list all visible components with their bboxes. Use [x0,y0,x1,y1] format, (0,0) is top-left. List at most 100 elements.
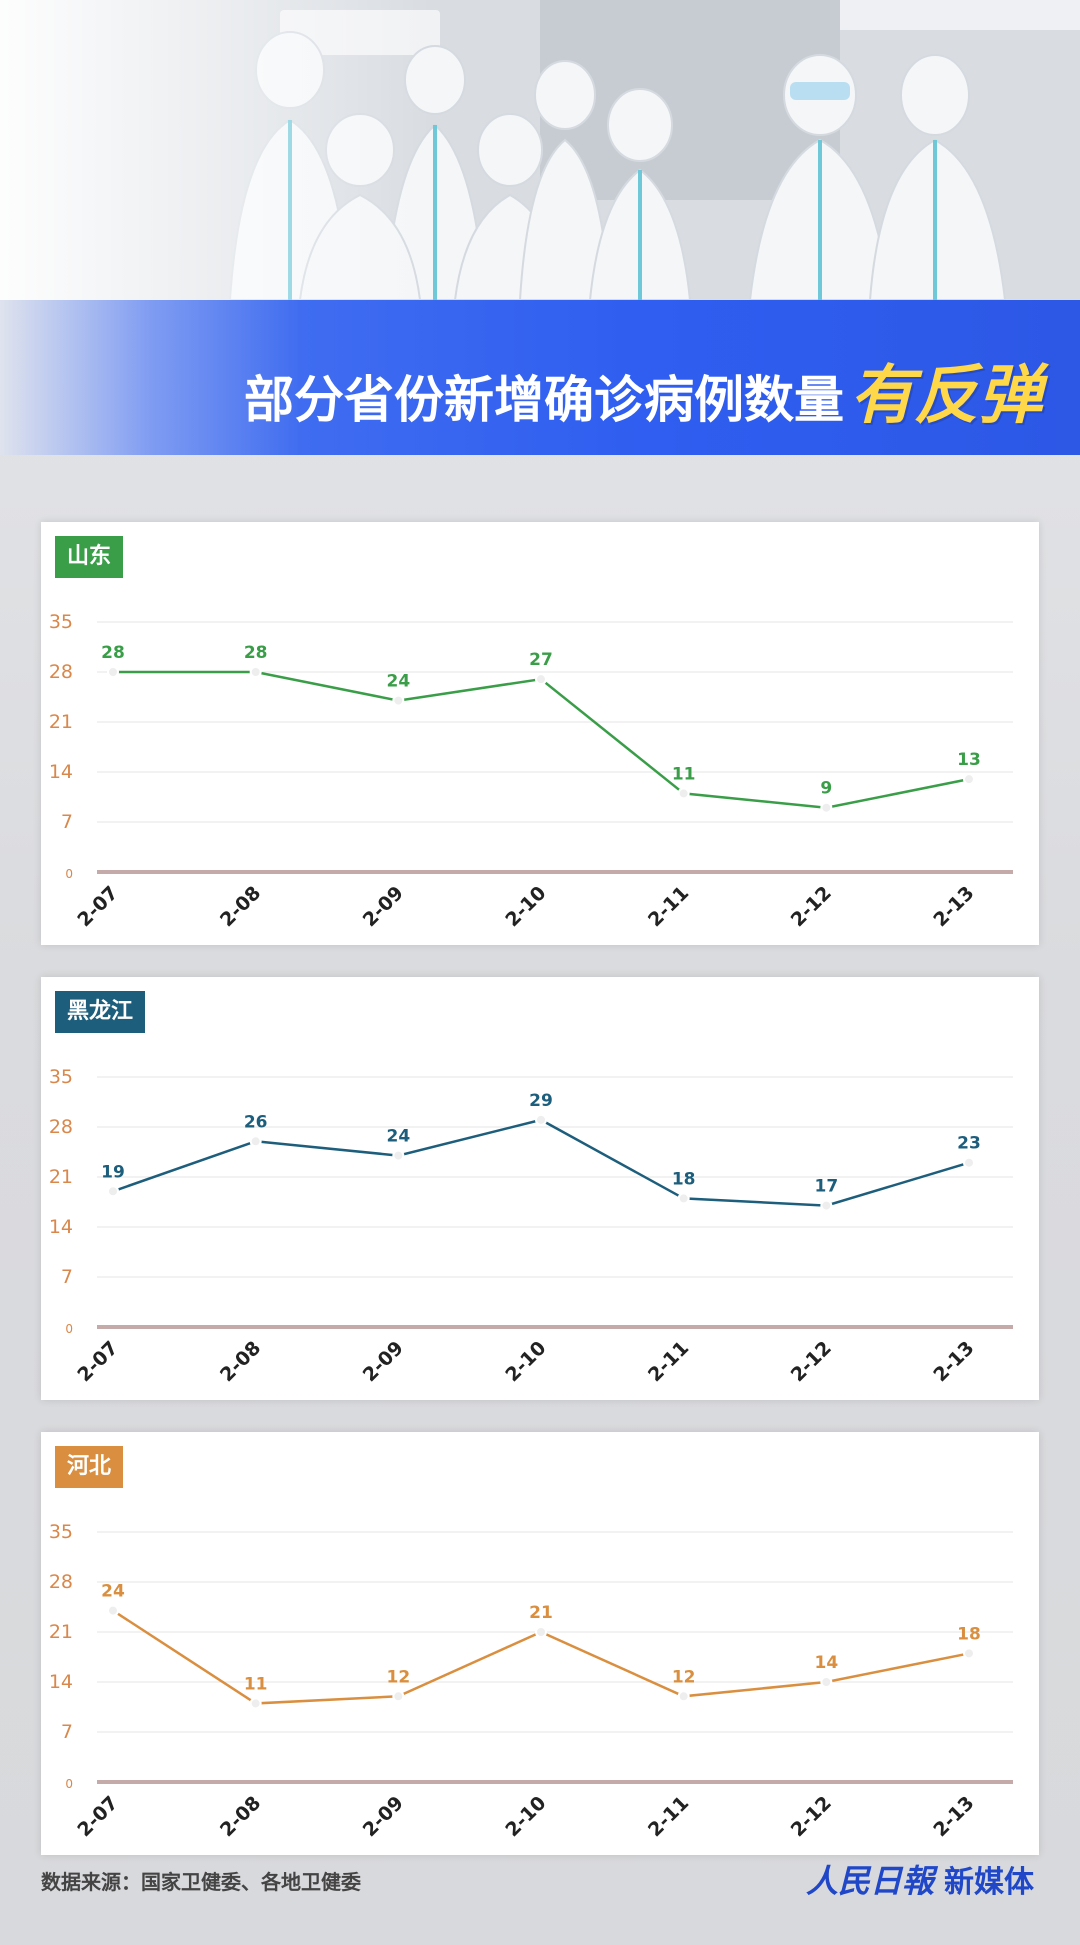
data-point [963,1156,975,1169]
y-tick-label: 21 [49,711,73,733]
data-label: 28 [101,643,125,663]
data-point [820,1199,833,1212]
x-tick-label: 2-07 [73,1792,122,1841]
data-point [535,1626,547,1638]
data-point [249,666,262,678]
data-point [107,666,119,678]
y-tick-label: 28 [49,661,73,683]
data-point [677,1690,690,1703]
chart-card-heilongjiang: 0 7 14 21 28 35 2-07 2-08 2-09 2-10 2-11 2-12 2-13 19… [41,977,1039,1400]
chart-tag: 山东 [55,536,124,578]
y-tick-label: 35 [49,1521,73,1543]
hero-photo [0,0,1080,300]
x-tick-label: 2-08 [216,1792,265,1841]
y-tick-label: 0 [65,1322,73,1336]
chart-card-shandong: 0 7 14 21 28 35 2-07 2-08 2-09 2-10 2-11 2-12 2-13 28… [41,522,1039,945]
x-tick-label: 2-09 [359,1337,408,1386]
y-tick-label: 21 [49,1166,73,1188]
x-tick-label: 2-12 [787,882,836,931]
data-point [535,1113,547,1126]
data-point [392,1149,405,1162]
x-tick-label: 2-11 [644,1337,693,1386]
data-source-note: 数据来源：国家卫健委、各地卫健委 [41,1870,361,1894]
data-point [535,673,547,686]
data-label: 29 [529,1091,553,1111]
data-point [820,801,833,814]
x-tick-label: 2-12 [787,1792,836,1841]
line-chart-shandong: 0 7 14 21 28 35 2-07 2-08 2-09 2-10 2-11 2-12 2-13 28… [49,611,1013,931]
y-tick-label: 0 [65,1777,73,1791]
x-tick-label: 2-09 [359,882,408,931]
chart-card-hebei: 0 7 14 21 28 35 2-07 2-08 2-09 2-10 2-11 2-12 2-13 24… [41,1432,1039,1855]
x-tick-label: 2-08 [216,1337,265,1386]
data-label: 12 [672,1667,696,1687]
x-tick-label: 2-09 [359,1792,408,1841]
x-tick-label: 2-11 [644,882,693,931]
x-tick-label: 2-07 [73,1337,122,1386]
series-line [113,670,970,809]
x-tick-label: 2-10 [501,882,550,931]
y-tick-label: 14 [49,761,73,783]
data-label: 11 [244,1674,268,1694]
data-point [677,787,690,800]
data-label: 18 [672,1169,696,1189]
data-label: 24 [386,672,410,692]
x-tick-label: 2-08 [216,882,265,931]
x-tick-label: 2-07 [73,882,122,931]
data-point [249,1135,262,1148]
data-label: 19 [101,1162,125,1182]
title-emphasis: 有反弹 [850,359,1042,433]
page-title: 部分省份新增确诊病例数量 有反弹 [244,344,1042,433]
y-tick-label: 0 [65,867,73,881]
data-label: 17 [814,1177,838,1197]
title-banner [0,300,1080,455]
brand-paper-name: 人民日報 [805,1862,934,1900]
x-tick-label: 2-11 [644,1792,693,1841]
y-tick-label: 28 [49,1571,73,1593]
data-label: 12 [386,1667,410,1687]
data-label: 21 [529,1603,553,1623]
data-point [677,1192,690,1205]
y-tick-label: 7 [61,811,73,833]
data-point [392,1690,405,1703]
data-point [107,1185,119,1198]
chart-tag: 河北 [55,1446,124,1488]
y-tick-label: 35 [49,1066,73,1088]
brand-logo: 人民日報 新媒体 [806,1856,1034,1902]
x-tick-label: 2-13 [929,1337,978,1386]
x-tick-label: 2-12 [787,1337,836,1386]
data-label: 18 [957,1624,981,1644]
data-point [820,1676,833,1688]
y-tick-label: 28 [49,1116,73,1138]
data-label: 24 [101,1582,125,1602]
y-tick-label: 7 [61,1266,73,1288]
chart-tag: 黑龙江 [55,991,146,1033]
y-tick-label: 35 [49,611,73,633]
data-label: 24 [386,1127,410,1147]
data-label: 23 [957,1134,981,1154]
series-line [112,1118,970,1207]
y-tick-label: 21 [49,1621,73,1643]
y-tick-label: 7 [61,1721,73,1743]
data-label: 14 [814,1653,838,1673]
y-tick-label: 14 [49,1671,73,1693]
x-tick-label: 2-13 [929,882,978,931]
data-label: 26 [244,1112,268,1132]
x-tick-label: 2-13 [929,1792,978,1841]
y-tick-label: 14 [49,1216,73,1238]
data-point [392,694,405,707]
data-label: 11 [672,764,696,784]
line-chart-heilongjiang: 0 7 14 21 28 35 2-07 2-08 2-09 2-10 2-11 2-12 2-13 19… [49,1066,1013,1386]
brand-media-label: 新媒体 [944,1865,1034,1900]
data-point [963,1647,975,1660]
data-label: 9 [820,779,832,799]
data-point [107,1604,119,1617]
title-text: 部分省份新增确诊病例数量 [244,371,844,429]
data-label: 27 [529,650,553,670]
data-point [249,1697,262,1710]
data-point [963,773,975,786]
data-label: 28 [244,643,268,663]
data-label: 13 [957,750,981,770]
line-chart-hebei: 0 7 14 21 28 35 2-07 2-08 2-09 2-10 2-11 2-12 2-13 24… [49,1521,1013,1841]
x-tick-label: 2-10 [501,1792,550,1841]
